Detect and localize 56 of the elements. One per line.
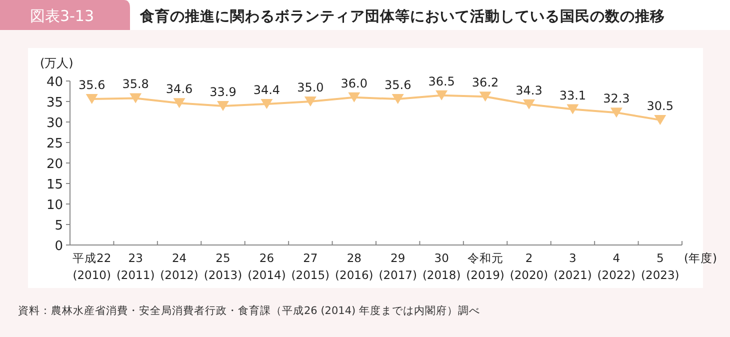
- point: [130, 93, 142, 104]
- y-tick-label: 35: [46, 96, 63, 110]
- y-tick-label: 5: [54, 218, 63, 234]
- text: 35.6: [78, 78, 106, 92]
- y-tick-label: 40: [46, 75, 63, 90]
- point: [479, 92, 492, 102]
- x-tick-label: 令和元 (2019): [466, 251, 504, 282]
- x-tick-label: 26 (2014): [248, 251, 286, 282]
- text: 30.5: [646, 98, 674, 113]
- point: [173, 98, 186, 108]
- point: [260, 98, 273, 109]
- text: 35.0: [297, 80, 324, 94]
- point: [610, 108, 622, 118]
- point: [86, 94, 98, 104]
- y-tick-label: 0: [54, 239, 63, 254]
- x-tick-label: 2 (2020): [510, 251, 548, 282]
- y-tick-label: 15: [46, 178, 63, 192]
- text: 34.6: [166, 82, 193, 96]
- point: [217, 101, 229, 112]
- text: 32.3: [603, 92, 630, 106]
- x-tick-label: 29 (2017): [378, 251, 417, 282]
- point: [436, 90, 448, 100]
- text: 33.1: [559, 88, 586, 102]
- x-tick-label: 28 (2016): [335, 251, 374, 282]
- point: [304, 96, 316, 106]
- x-tick-label: 30 (2018): [422, 251, 461, 282]
- y-tick-label: 30: [46, 116, 63, 131]
- text: 36.2: [472, 76, 499, 90]
- text: 図表3-13: [30, 7, 94, 25]
- point: [392, 94, 404, 104]
- text: 36.0: [340, 76, 368, 90]
- text: 33.9: [210, 85, 236, 100]
- point: [654, 114, 666, 125]
- point: [566, 104, 579, 114]
- text: 35.6: [384, 78, 412, 92]
- x-axis-title: (年度): [684, 251, 717, 265]
- x-tick-label: 5 (2023): [641, 251, 680, 282]
- x-tick-label: 平成22 (2010): [72, 251, 112, 282]
- text: 35.8: [122, 77, 149, 92]
- text: 34.4: [253, 82, 280, 97]
- point: [348, 92, 360, 102]
- text: 資料：農林水産省消費・安全局消費者行政・食育課（平成26 (2014) 年度までは内閣府）調べ: [18, 304, 480, 317]
- y-tick-label: 20: [46, 157, 63, 172]
- text: 36.5: [428, 74, 455, 88]
- x-tick-label: 27 (2015): [291, 251, 330, 282]
- y-axis-title: (万人): [40, 56, 74, 70]
- y-tick-label: 10: [46, 198, 63, 213]
- x-tick-label: 25 (2013): [204, 251, 242, 282]
- x-tick-label: 24 (2012): [160, 251, 198, 282]
- chart-title: 食育の推進に関わるボランティア団体等において活動している国民の数の推移: [139, 7, 665, 25]
- text: 34.3: [516, 83, 542, 98]
- point: [523, 99, 535, 110]
- x-tick-label: 4 (2022): [597, 251, 636, 282]
- x-tick-label: 23 (2011): [116, 251, 155, 282]
- y-tick-label: 25: [46, 136, 63, 152]
- x-tick-label: 3 (2021): [554, 251, 592, 282]
